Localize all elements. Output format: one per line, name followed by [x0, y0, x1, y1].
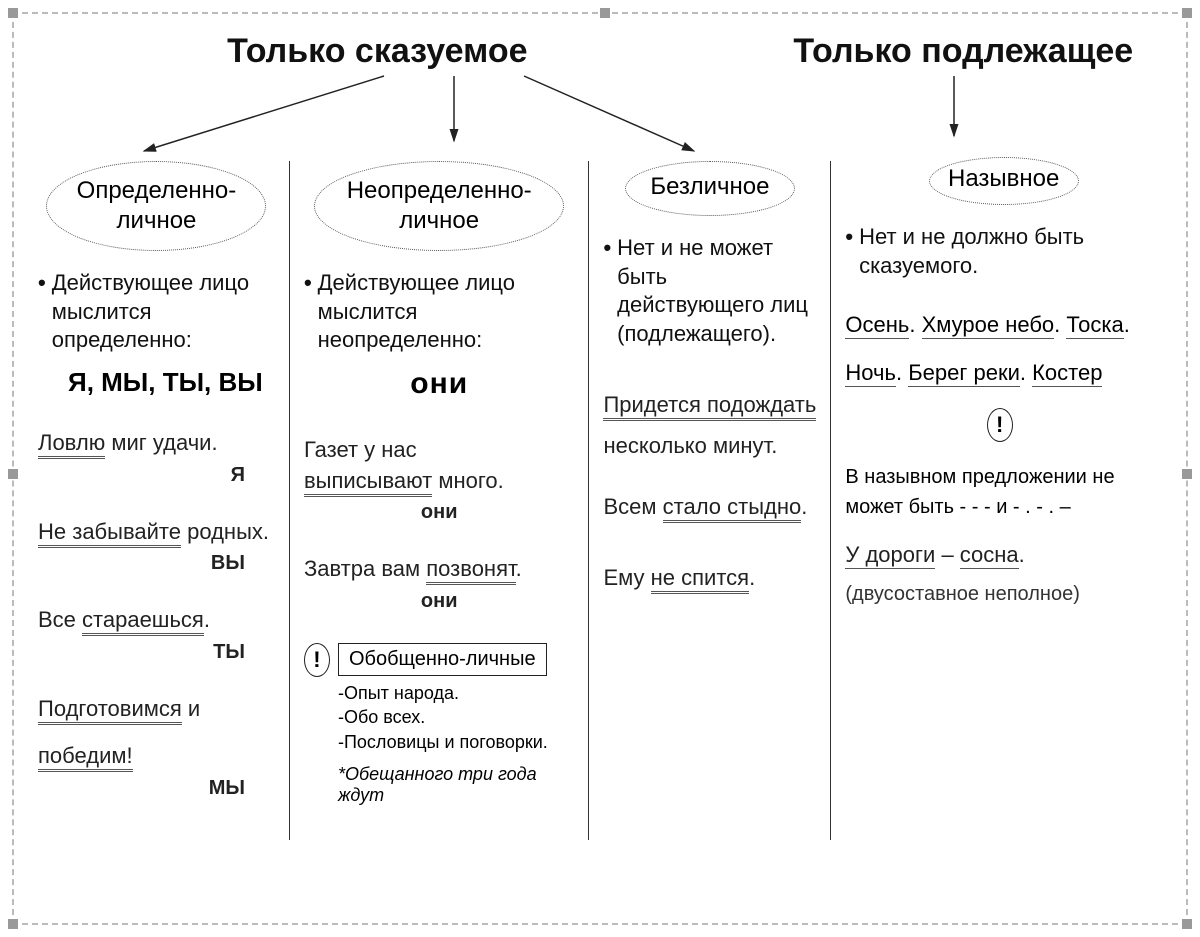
heading-ellipse: Неопределенно-личное: [314, 161, 564, 251]
columns: Определенно-личное • Действующее лицо мы…: [14, 161, 1186, 840]
example-2: Завтра вам позвонят. они: [304, 554, 575, 615]
example-bipartite: У дороги – сосна.: [845, 540, 1162, 571]
page-frame: Только сказуемое Только подлежащее Опред…: [12, 12, 1188, 925]
titles-row: Только сказуемое Только подлежащее: [14, 14, 1186, 71]
note-box-title: Обобщенно-личные: [338, 643, 547, 676]
title-predicate: Только сказуемое: [14, 32, 741, 71]
arrows-svg: [14, 71, 1190, 166]
example-line-1: Осень. Хмурое небо. Тоска.: [845, 312, 1162, 338]
column-nominative: Назывное • Нет и не должно быть сказуемо…: [830, 161, 1176, 840]
exclamation-center: !: [845, 408, 1162, 442]
corner-handle: [1182, 919, 1192, 929]
corner-handle: [1182, 8, 1192, 18]
column-indefinite-personal: Неопределенно-личное • Действующее лицо …: [289, 161, 589, 840]
corner-handle: [1182, 469, 1192, 479]
bullet-text: • Нет и не должно быть сказуемого.: [845, 223, 1162, 280]
example-4: Подготовимся и: [38, 694, 275, 725]
example-2: Всем стало стыдно.: [603, 492, 816, 523]
corner-handle: [8, 919, 18, 929]
footnote: *Обещанного три года ждут: [338, 764, 575, 806]
example-5: победим! МЫ: [38, 741, 275, 802]
title-subject: Только подлежащее: [741, 32, 1186, 71]
corner-handle: [600, 8, 610, 18]
exclamation-icon: !: [304, 643, 330, 677]
example-1: Ловлю миг удачи. Я: [38, 428, 275, 489]
column-definite-personal: Определенно-личное • Действующее лицо мы…: [24, 161, 289, 840]
example-2: Не забывайте родных. ВЫ: [38, 517, 275, 578]
pronouns-list: они: [304, 367, 575, 401]
example-line-2: Ночь. Берег реки. Костер: [845, 360, 1162, 386]
example-1b: несколько минут.: [603, 431, 816, 462]
bullet-text: • Действующее лицо мыслится неопределенн…: [304, 269, 575, 355]
bullet-text: • Действующее лицо мыслится определенно:: [38, 269, 275, 355]
heading-ellipse: Назывное: [929, 157, 1079, 205]
example-1: Газет у нас выписывают много. они: [304, 435, 575, 527]
bullet-text: • Нет и не может быть действующего лиц (…: [603, 234, 816, 348]
column-impersonal: Безличное • Нет и не может быть действую…: [588, 161, 830, 840]
heading-ellipse: Безличное: [625, 161, 795, 216]
arrows-area: [14, 71, 1186, 161]
exclamation-icon: !: [987, 408, 1013, 442]
example-1: Придется подождать: [603, 390, 816, 421]
example-3: Все стараешься. ТЫ: [38, 605, 275, 666]
pronouns-list: Я, МЫ, ТЫ, ВЫ: [38, 367, 275, 398]
sub-list: -Опыт народа. -Обо всех. -Пословицы и по…: [338, 681, 575, 754]
corner-handle: [8, 8, 18, 18]
generalized-note: ! Обобщенно-личные: [304, 643, 575, 677]
heading-ellipse: Определенно-личное: [46, 161, 266, 251]
paren-note: (двусоставное неполное): [845, 583, 1162, 606]
corner-handle: [8, 469, 18, 479]
example-3: Ему не спится.: [603, 563, 816, 594]
note-text: В назывном предложении не может быть - -…: [845, 462, 1162, 522]
